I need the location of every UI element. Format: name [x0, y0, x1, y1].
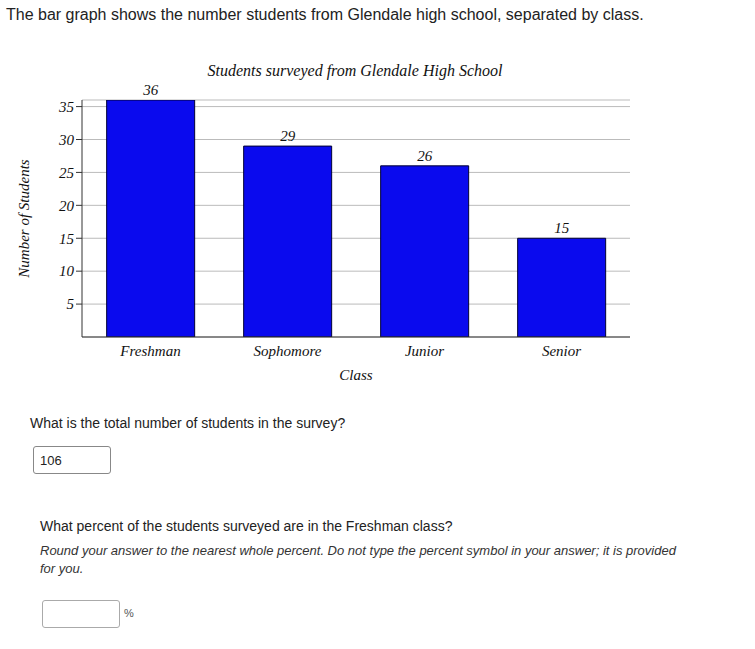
html-text:What percent of the students s: What percent of the students surveyed ar… — [40, 518, 453, 534]
svg-text:36: 36 — [142, 82, 159, 98]
svg-text:35: 35 — [58, 99, 75, 115]
svg-text:25: 25 — [59, 165, 75, 181]
html-text:The bar graph shows the number: The bar graph shows the number students … — [6, 6, 644, 23]
svg-text:Number of Students: Number of Students — [16, 159, 32, 278]
svg-text:Senior: Senior — [542, 343, 581, 359]
svg-text:26: 26 — [417, 148, 433, 164]
svg-text:15: 15 — [59, 231, 75, 247]
svg-text:10: 10 — [59, 263, 75, 279]
svg-text:Class: Class — [339, 367, 373, 383]
html-text:What is the total number of st: What is the total number of students in … — [30, 415, 346, 431]
svg-text:Freshman: Freshman — [119, 343, 180, 359]
svg-text:5: 5 — [67, 296, 75, 312]
svg-text:29: 29 — [280, 128, 296, 144]
svg-text:Sophomore: Sophomore — [254, 343, 322, 359]
svg-text:15: 15 — [554, 220, 570, 236]
svg-text:30: 30 — [58, 132, 75, 148]
html-text:Round your answer to the neare: Round your answer to the nearest whole p… — [40, 543, 676, 576]
svg-text:20: 20 — [59, 198, 75, 214]
svg-text:Junior: Junior — [405, 343, 444, 359]
html-text:Students surveyed from Glendal: Students surveyed from Glendale High Sch… — [207, 62, 503, 79]
html-text:106: 106 — [40, 453, 62, 468]
